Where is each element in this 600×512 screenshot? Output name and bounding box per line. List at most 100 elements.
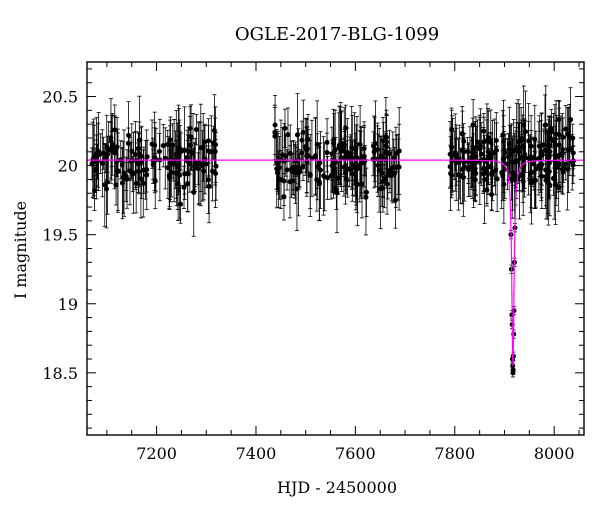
data-point	[202, 156, 208, 162]
data-point	[493, 137, 499, 143]
data-point	[186, 148, 192, 154]
data-point	[381, 176, 387, 182]
data-point	[206, 183, 212, 189]
data-point	[341, 164, 347, 170]
data-point	[511, 148, 517, 154]
data-point	[396, 148, 402, 154]
data-point	[339, 148, 345, 154]
data-point	[144, 167, 150, 173]
data-point	[447, 164, 453, 170]
data-point	[279, 152, 285, 158]
data-point	[140, 180, 146, 186]
data-point	[502, 150, 508, 156]
data-point	[383, 143, 389, 149]
data-point	[488, 164, 494, 170]
data-point	[452, 150, 458, 156]
data-point	[469, 155, 475, 161]
data-point	[564, 131, 570, 137]
data-point	[384, 181, 390, 187]
axis-ticks	[87, 62, 584, 435]
data-point	[357, 142, 363, 148]
data-point	[359, 181, 365, 187]
data-point	[200, 144, 206, 150]
data-point	[294, 186, 300, 192]
data-point	[506, 141, 512, 147]
data-point	[547, 149, 553, 155]
data-point	[339, 155, 345, 161]
x-tick-label: 7800	[434, 444, 475, 463]
data-point	[481, 128, 487, 134]
data-point	[485, 135, 491, 141]
data-point	[277, 165, 283, 171]
data-point	[344, 152, 350, 158]
data-point	[472, 177, 478, 183]
data-point	[556, 116, 562, 122]
data-point	[531, 155, 537, 161]
data-point	[461, 138, 467, 144]
data-point	[99, 160, 105, 166]
data-point	[299, 137, 305, 143]
data-point	[560, 146, 566, 152]
data-point	[150, 162, 156, 168]
data-point	[448, 170, 454, 176]
data-point	[475, 139, 481, 145]
data-point	[212, 149, 218, 155]
data-point	[470, 146, 476, 152]
data-point	[330, 169, 336, 175]
data-point	[170, 142, 176, 148]
data-point	[529, 169, 535, 175]
data-point	[272, 122, 278, 128]
data-point	[553, 160, 559, 166]
data-point	[305, 136, 311, 142]
x-tick-label: 7200	[136, 444, 177, 463]
data-point	[543, 177, 549, 183]
data-point	[213, 170, 219, 176]
data-point	[335, 175, 341, 181]
data-point	[391, 155, 397, 161]
data-point	[136, 137, 142, 143]
data-point	[144, 172, 150, 178]
data-point	[370, 156, 376, 162]
data-point	[559, 150, 565, 156]
data-point	[294, 132, 300, 138]
data-point	[188, 134, 194, 140]
data-point	[206, 138, 212, 144]
data-point	[355, 181, 361, 187]
data-point	[138, 176, 144, 182]
x-tick-label: 7600	[335, 444, 376, 463]
data-point	[109, 145, 115, 151]
data-point	[187, 125, 193, 131]
data-point	[459, 147, 465, 153]
data-point	[130, 170, 136, 176]
data-point	[296, 169, 302, 175]
data-point	[546, 155, 552, 161]
plot-frame	[86, 61, 585, 436]
data-point	[465, 148, 471, 154]
data-point	[103, 186, 109, 192]
data-point	[343, 125, 349, 131]
data-point	[520, 178, 526, 184]
data-point	[458, 173, 464, 179]
data-point	[481, 139, 487, 145]
data-point	[375, 162, 381, 168]
data-point	[470, 122, 476, 128]
data-point	[114, 144, 120, 150]
data-point	[539, 173, 545, 179]
data-point	[108, 138, 114, 144]
data-point	[361, 153, 367, 159]
data-point	[521, 122, 527, 128]
data-point	[561, 165, 567, 171]
data-point	[526, 138, 532, 144]
data-point	[165, 142, 171, 148]
data-point	[459, 166, 465, 172]
data-point	[167, 137, 173, 143]
data-point	[287, 150, 293, 156]
data-point	[551, 175, 557, 181]
data-point	[449, 126, 455, 132]
data-point	[500, 173, 506, 179]
data-point	[135, 169, 141, 175]
data-point	[379, 170, 385, 176]
data-point	[461, 160, 467, 166]
data-point	[307, 172, 313, 178]
data-point	[166, 175, 172, 181]
